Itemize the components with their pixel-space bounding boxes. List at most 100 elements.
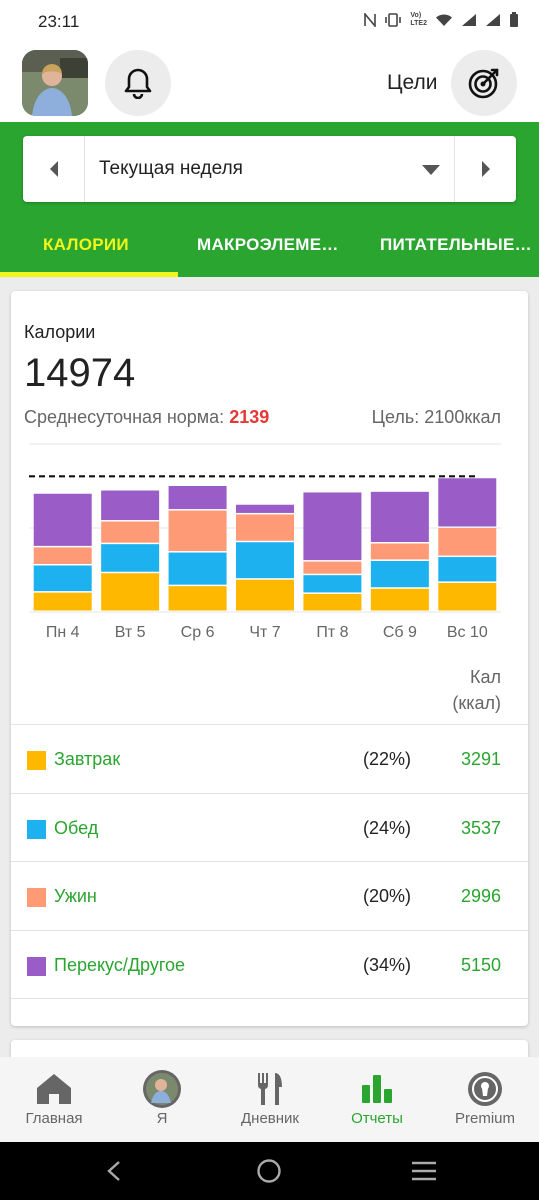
reports-header: Текущая неделя КАЛОРИИ МАКРОЭЛЕМЕ… ПИТАТ…: [0, 122, 539, 277]
meal-label: Обед: [54, 818, 99, 838]
bar-segment: [370, 543, 429, 560]
meal-value: 3537: [460, 818, 501, 838]
status-icons: Vo) LTE2: [364, 12, 519, 28]
bar-segment: [33, 493, 92, 546]
meal-percent: (20%): [362, 886, 411, 906]
meal-value: 2996: [460, 886, 501, 906]
nav-label: Premium: [454, 1110, 515, 1127]
status-time: 23:11: [38, 12, 80, 31]
bar-segment: [370, 491, 429, 543]
x-tick-label: Пт 8: [316, 624, 348, 641]
bar-segment: [101, 521, 160, 543]
x-tick-label: Чт 7: [249, 624, 280, 641]
bar-segment: [370, 560, 429, 588]
bar-segment: [438, 582, 497, 611]
reports-icon: [357, 1069, 397, 1109]
breakfast-swatch: [27, 751, 46, 770]
next-week-button[interactable]: [454, 136, 516, 202]
card-title: Калории: [24, 322, 96, 342]
goals-button[interactable]: [451, 50, 517, 116]
bar-segment: [168, 486, 227, 510]
avatar[interactable]: [22, 50, 88, 116]
bar-segment: [236, 514, 294, 541]
meal-row-snack[interactable]: Перекус/Другое (34%) 5150: [11, 930, 528, 999]
total-calories: 14974: [24, 351, 136, 395]
dropdown-arrow-icon[interactable]: [421, 164, 441, 176]
bar-segment: [33, 565, 92, 592]
bar-segment: [168, 510, 227, 552]
bar-segment: [303, 575, 362, 593]
daily-average: Среднесуточная норма: 2139: [24, 407, 269, 428]
avg-label: Среднесуточная норма:: [24, 407, 225, 427]
prev-week-button[interactable]: [23, 136, 85, 202]
profile-avatar-icon: [142, 1069, 182, 1109]
week-label[interactable]: Текущая неделя: [99, 158, 243, 179]
signal-icon: [486, 14, 500, 26]
profile-photo-icon: [22, 50, 88, 116]
bar-segment: [303, 492, 362, 561]
goals-label[interactable]: Цели: [387, 71, 438, 94]
vibrate-icon: [385, 13, 402, 27]
meal-row-breakfast[interactable]: Завтрак (22%) 3291: [11, 724, 528, 793]
snack-swatch: [27, 957, 46, 976]
bar-segment: [168, 586, 227, 611]
bar-segment: [33, 547, 92, 564]
status-bar: 23:11 Vo) LTE2: [0, 0, 539, 44]
active-tab-indicator: [0, 272, 178, 277]
bar-segment: [101, 544, 160, 572]
meal-row-dinner[interactable]: Ужин (20%) 2996: [11, 861, 528, 930]
bar-segment: [438, 528, 497, 556]
dinner-swatch: [27, 888, 46, 907]
meal-label: Завтрак: [54, 749, 121, 769]
battery-icon: [510, 12, 518, 27]
calories-chart: Пн 4 Вт 5 Ср 6 Чт 7 Пт 8 Сб 9 Вс 10: [29, 443, 501, 641]
week-selector[interactable]: Текущая неделя: [23, 136, 516, 202]
x-tick-label: Вс 10: [447, 624, 488, 641]
avg-value: 2139: [229, 407, 270, 427]
x-tick-label: Пн 4: [46, 624, 80, 641]
report-tabs: КАЛОРИИ МАКРОЭЛЕМЕ… ПИТАТЕЛЬНЫЕ…: [0, 217, 539, 277]
bar-segment: [33, 592, 92, 611]
chevron-left-icon: [49, 161, 58, 177]
recents-icon[interactable]: [411, 1161, 437, 1181]
home-circle-icon[interactable]: [256, 1158, 282, 1184]
nav-reports[interactable]: Отчеты: [323, 1057, 431, 1142]
nfc-icon: [364, 13, 377, 27]
home-icon: [34, 1069, 74, 1109]
bar-segment: [236, 579, 294, 611]
bottom-nav: Главная Я Дневник Отчеты Premium: [0, 1057, 539, 1142]
bar-segment: [438, 478, 497, 527]
bar-segment: [438, 557, 497, 582]
meal-row-lunch[interactable]: Обед (24%) 3537: [11, 793, 528, 862]
wifi-icon: [436, 14, 452, 26]
x-tick-label: Сб 9: [383, 624, 417, 641]
bar-segment: [236, 504, 294, 513]
tab-macros[interactable]: МАКРОЭЛЕМЕ…: [197, 235, 339, 254]
nav-label: Главная: [25, 1110, 83, 1127]
notifications-button[interactable]: [105, 50, 171, 116]
nav-diary[interactable]: Дневник: [216, 1057, 324, 1142]
top-bar: Цели: [0, 44, 539, 122]
bar-segment: [303, 593, 362, 611]
meal-label: Ужин: [54, 886, 97, 906]
volte-label: Vo) LTE2: [410, 12, 427, 27]
column-header-line1: Кал: [470, 667, 501, 687]
bar-segment: [370, 588, 429, 611]
goal-label: Цель: 2100ккал: [371, 407, 501, 427]
meal-percent: (24%): [362, 818, 411, 838]
x-tick-label: Ср 6: [181, 624, 215, 641]
premium-icon: [465, 1069, 505, 1109]
nav-premium[interactable]: Premium: [431, 1057, 539, 1142]
tab-calories[interactable]: КАЛОРИИ: [43, 235, 129, 254]
nav-me[interactable]: Я: [108, 1057, 216, 1142]
meal-label: Перекус/Другое: [54, 955, 186, 975]
back-icon[interactable]: [104, 1160, 124, 1182]
target-icon: [468, 68, 499, 99]
chevron-right-icon: [481, 161, 490, 177]
meal-value: 5150: [460, 955, 501, 975]
meal-percent: (22%): [362, 749, 411, 769]
nav-home[interactable]: Главная: [0, 1057, 108, 1142]
tab-nutrients[interactable]: ПИТАТЕЛЬНЫЕ…: [380, 235, 532, 254]
meal-percent: (34%): [362, 955, 411, 975]
diary-icon: [250, 1069, 290, 1109]
